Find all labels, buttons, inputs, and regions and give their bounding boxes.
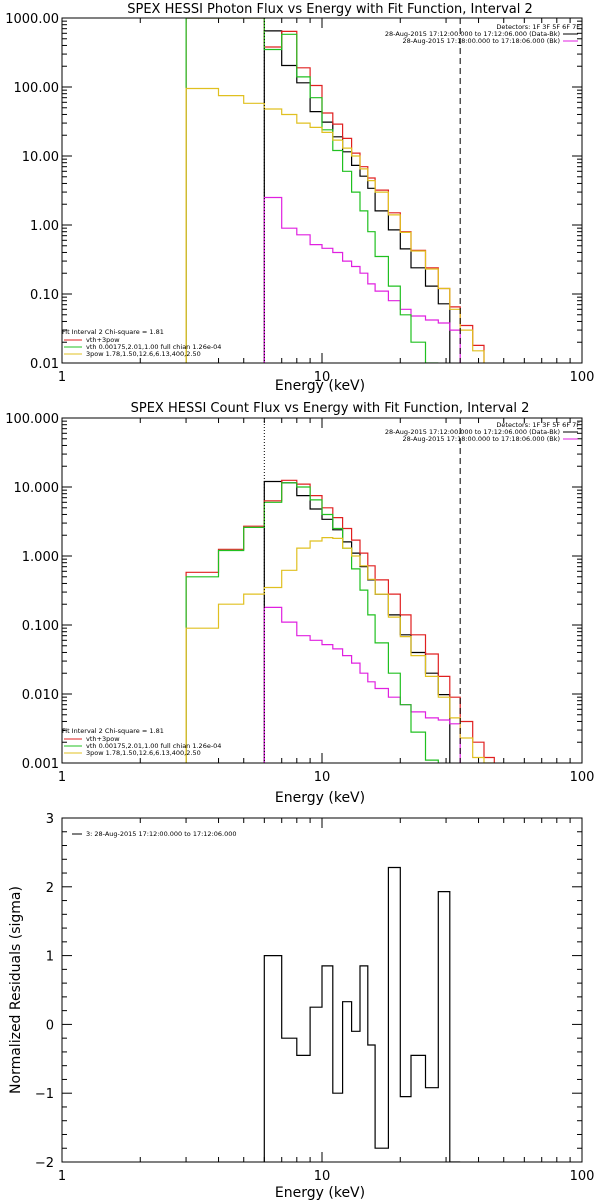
count-flux-panel: SPEX HESSI Count Flux vs Energy with Fit… [5,401,594,806]
photon-flux-xlabel: Energy (keV) [275,378,365,394]
plot-frame [61,817,583,1163]
info-line: Detectors: 1F 3F 5F 6F 7F [496,421,580,429]
legend-line: 3pow 1.78,1.50,12.6,6.13,400,2.50 [86,350,201,358]
y-tick-label: 0.010 [22,688,59,703]
residuals-xlabel: Energy (keV) [275,1185,365,1200]
series-vth-3pow [185,479,495,763]
x-tick-label: 100 [570,1169,595,1184]
residuals-ylabel: Normalized Residuals (sigma) [8,886,24,1094]
legend-line: vth+3pow [86,336,120,344]
y-tick-label: 1 [46,950,54,965]
y-tick-label: 2 [46,881,54,896]
count-flux-xlabel: Energy (keV) [275,790,365,806]
legend-line: vth 0.00175,2.01,1.00 full chian 1.26e-0… [86,742,221,750]
y-tick-label: 0.001 [22,757,59,772]
x-tick-label: 10 [314,1169,331,1184]
info-line: 28-Aug-2015 17:12:00.000 to 17:12:06.000… [385,30,560,38]
y-tick-label: 1.00 [30,219,59,234]
y-tick-label: −1 [35,1087,54,1102]
x-axis-ticks: 1 10 100 [58,418,595,785]
info-line: 28-Aug-2015 17:18:00.000 to 17:18:06.000… [403,37,560,45]
series-3pow [185,537,495,763]
y-tick-label: 0 [46,1018,54,1033]
series-group [185,18,485,363]
series-group [263,866,461,1162]
series-vth-3pow [185,18,485,363]
photon-flux-info: Detectors: 1F 3F 5F 6F 7F 28-Aug-2015 17… [385,23,580,45]
info-line: 28-Aug-2015 17:18:00.000 to 17:18:06.000… [403,435,560,443]
legend-line: vth 0.00175,2.01,1.00 full chian 1.26e-0… [86,343,221,351]
series-3pow [185,87,485,363]
y-tick-label: −2 [35,1156,54,1171]
residuals-legend: 3: 28-Aug-2015 17:12:00.000 to 17:12:06.… [72,830,237,838]
y-tick-label: 100.00 [14,81,60,96]
plot-frame [61,17,583,364]
x-tick-label: 1 [58,1169,66,1184]
x-tick-label: 100 [570,370,595,385]
count-flux-legend: Fit Interval 2 Chi-square = 1.81 vth+3po… [62,727,221,757]
series-vth [185,18,439,363]
y-tick-label: 3 [46,812,54,827]
y-axis-ticks: 0.01 0.10 1.00 10.00 100.00 1000.00 [5,12,582,372]
info-line: 28-Aug-2015 17:12:00.000 to 17:12:06.000… [385,428,560,436]
series-group [185,479,495,763]
y-tick-label: 10.00 [22,150,59,165]
x-tick-label: 10 [314,770,331,785]
legend-line: 3pow 1.78,1.50,12.6,6.13,400,2.50 [86,749,201,757]
residuals-panel: 1 10 100 −2 −1 0 1 2 3 3: 28-Aug-2015 17:12:00.0… [8,812,594,1200]
x-tick-label: 1 [58,770,66,785]
plot-frame [61,417,583,764]
legend-line: 3: 28-Aug-2015 17:12:00.000 to 17:12:06.… [86,830,237,838]
series-data-bk [263,30,451,363]
photon-flux-title: SPEX HESSI Photon Flux vs Energy with Fi… [127,2,533,17]
y-tick-label: 1000.00 [5,12,59,27]
legend-line: Fit Interval 2 Chi-square = 1.81 [62,727,164,735]
y-tick-label: 1.000 [22,550,59,565]
series-residuals [263,866,461,1162]
y-tick-label: 100.000 [5,412,59,427]
y-tick-label: 0.100 [22,619,59,634]
count-flux-plot-area: 1 10 100 0.001 0.010 0.100 1.000 10.000 100.000 [5,412,594,785]
y-axis-ticks: −2 −1 0 1 2 3 [35,812,582,1171]
series-bk [263,606,461,763]
photon-flux-plot-area: 1 10 100 0.01 0.10 1.00 10.00 100.00 1000.00 [5,12,594,385]
residuals-plot-area: 1 10 100 −2 −1 0 1 2 3 [35,812,595,1184]
info-line: Detectors: 1F 3F 5F 6F 7F [496,23,580,31]
photon-flux-legend: Fit Interval 2 Chi-square = 1.81 vth+3po… [62,328,221,358]
x-axis-ticks: 1 10 100 [58,818,595,1184]
legend-line: vth+3pow [86,735,120,743]
y-axis-ticks: 0.001 0.010 0.100 1.000 10.000 100.000 [5,412,582,772]
count-flux-title: SPEX HESSI Count Flux vs Energy with Fit… [131,401,530,416]
y-tick-label: 0.01 [30,357,59,372]
x-tick-label: 100 [570,770,595,785]
series-bk [263,196,461,363]
y-tick-label: 10.000 [14,481,60,496]
photon-flux-panel: SPEX HESSI Photon Flux vs Energy with Fi… [5,2,594,394]
legend-line: Fit Interval 2 Chi-square = 1.81 [62,328,164,336]
x-tick-label: 10 [314,370,331,385]
y-tick-label: 0.10 [30,288,59,303]
count-flux-info: Detectors: 1F 3F 5F 6F 7F 28-Aug-2015 17… [385,421,580,443]
x-tick-label: 1 [58,370,66,385]
